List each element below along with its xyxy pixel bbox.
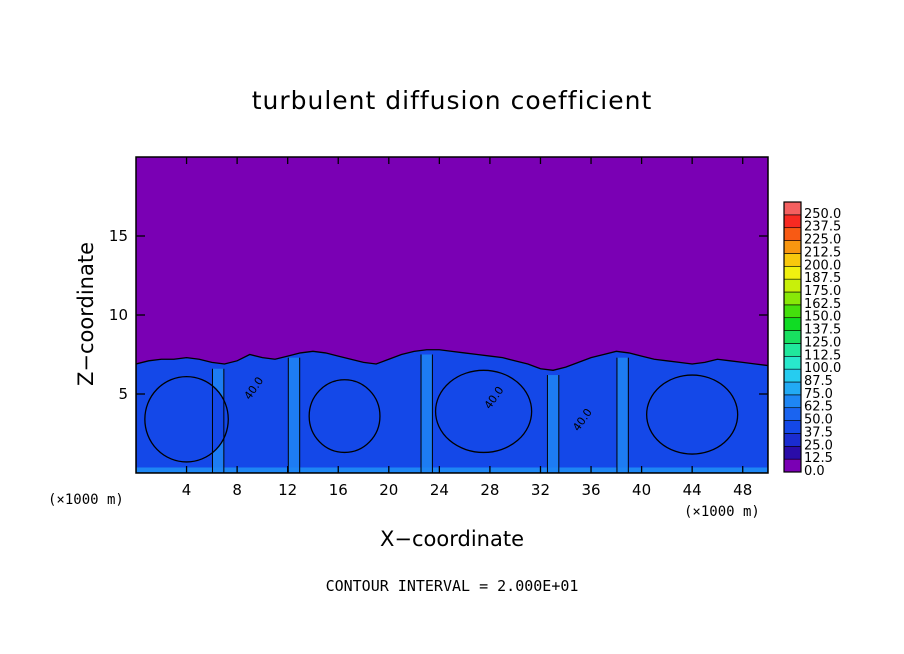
colorbar-legend: 0.012.525.037.550.062.575.087.5100.0112.… bbox=[783, 201, 841, 479]
x-tick-label: 40 bbox=[632, 481, 651, 499]
boundary-layer-contour bbox=[136, 349, 768, 473]
cell-contour bbox=[144, 375, 229, 463]
diffusion-field bbox=[136, 349, 768, 473]
surface-layer bbox=[136, 467, 768, 473]
updraft-column bbox=[288, 357, 300, 473]
x-tick-label: 4 bbox=[182, 481, 192, 499]
colorbar-label: 200.0 bbox=[804, 258, 841, 273]
colorbar-swatch bbox=[783, 240, 802, 254]
colorbar-label: 175.0 bbox=[804, 284, 841, 299]
cell-contour bbox=[308, 379, 381, 454]
y-axis-ticks: 5 10 15 bbox=[109, 227, 768, 403]
convective-cell bbox=[309, 379, 380, 453]
colorbar-swatch bbox=[783, 291, 802, 306]
updraft-column bbox=[547, 375, 559, 473]
colorbar-swatch bbox=[783, 355, 802, 370]
x-tick-label: 44 bbox=[683, 481, 702, 499]
convective-cell bbox=[144, 376, 229, 462]
x-tick-label: 48 bbox=[733, 481, 752, 499]
colorbar-swatch bbox=[783, 201, 802, 216]
cell-contour bbox=[646, 374, 739, 455]
colorbar-swatch bbox=[783, 407, 802, 421]
colorbar-swatch bbox=[783, 394, 802, 409]
x-tick-label: 8 bbox=[232, 481, 242, 499]
colorbar-swatch bbox=[783, 304, 802, 319]
colorbar-swatch bbox=[783, 458, 802, 473]
updraft-column bbox=[616, 357, 629, 473]
x-unit-left: (×1000 m) bbox=[48, 492, 124, 508]
x-axis-label: X−coordinate bbox=[380, 527, 524, 551]
y-tick-label: 15 bbox=[109, 227, 128, 245]
colorbar-swatch bbox=[783, 368, 802, 383]
contour-interval-note: CONTOUR INTERVAL = 2.000E+01 bbox=[325, 577, 579, 595]
updraft-column bbox=[421, 354, 433, 473]
colorbar-swatch bbox=[783, 278, 802, 293]
colorbar-label: 12.5 bbox=[804, 451, 833, 466]
y-tick-label: 5 bbox=[118, 385, 128, 403]
colorbar-swatch bbox=[783, 317, 802, 331]
x-unit-right: (×1000 m) bbox=[684, 504, 760, 520]
colorbar-label: 37.5 bbox=[804, 425, 833, 440]
convective-cell bbox=[435, 370, 532, 453]
colorbar-swatch bbox=[783, 253, 802, 267]
colorbar-swatch bbox=[783, 420, 802, 434]
chart-title: turbulent diffusion coefficient bbox=[251, 86, 653, 115]
x-tick-label: 28 bbox=[480, 481, 499, 499]
colorbar-label: 162.5 bbox=[804, 297, 841, 312]
colorbar-label: 75.0 bbox=[804, 387, 833, 402]
colorbar-swatch bbox=[783, 381, 802, 396]
colorbar-label: 250.0 bbox=[804, 207, 841, 222]
x-tick-label: 36 bbox=[581, 481, 600, 499]
y-tick-label: 10 bbox=[109, 306, 128, 324]
colorbar-label: 25.0 bbox=[804, 438, 833, 453]
colorbar-label: 50.0 bbox=[804, 413, 833, 428]
colorbar-swatch bbox=[783, 227, 802, 241]
colorbar-label: 100.0 bbox=[804, 361, 841, 376]
colorbar-label: 212.5 bbox=[804, 245, 841, 260]
colorbar-label: 0.0 bbox=[804, 464, 825, 479]
colorbar-label: 125.0 bbox=[804, 335, 841, 350]
x-tick-label: 20 bbox=[379, 481, 398, 499]
colorbar-swatch bbox=[783, 445, 802, 460]
colorbar-label: 150.0 bbox=[804, 310, 841, 325]
colorbar-swatch bbox=[783, 265, 802, 280]
colorbar-label: 187.5 bbox=[804, 271, 841, 286]
x-tick-label: 32 bbox=[531, 481, 550, 499]
x-tick-label: 12 bbox=[278, 481, 297, 499]
x-tick-label: 24 bbox=[430, 481, 449, 499]
colorbar-label: 237.5 bbox=[804, 220, 841, 235]
colorbar-swatch bbox=[783, 433, 802, 447]
convective-cell bbox=[646, 375, 738, 455]
x-tick-label: 16 bbox=[329, 481, 348, 499]
x-axis-ticks: 4 8 12 16 20 24 28 32 36 40 44 48 bbox=[182, 157, 752, 499]
colorbar-swatch bbox=[783, 343, 802, 357]
cell-contour bbox=[434, 369, 533, 454]
colorbar-frame bbox=[783, 201, 802, 473]
colorbar-label: 112.5 bbox=[804, 348, 841, 363]
colorbar-swatch bbox=[783, 214, 802, 229]
colorbar-label: 137.5 bbox=[804, 323, 841, 338]
colorbar-label: 87.5 bbox=[804, 374, 833, 389]
colorbar-label: 225.0 bbox=[804, 233, 841, 248]
colorbar-swatch bbox=[783, 330, 802, 344]
colorbar-label: 62.5 bbox=[804, 400, 833, 415]
